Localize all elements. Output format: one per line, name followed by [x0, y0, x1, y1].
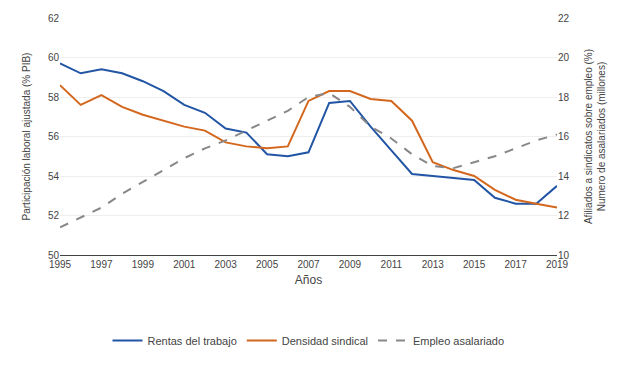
svg-text:2013: 2013: [422, 259, 445, 270]
svg-text:Afiliados a sindicatos sobre e: Afiliados a sindicatos sobre empleo (%)N…: [583, 49, 607, 224]
svg-text:18: 18: [558, 92, 570, 103]
svg-text:12: 12: [558, 210, 570, 221]
svg-text:52: 52: [48, 210, 60, 221]
svg-text:1995: 1995: [49, 259, 72, 270]
svg-text:1999: 1999: [132, 259, 155, 270]
svg-text:54: 54: [48, 171, 60, 182]
svg-text:62: 62: [48, 13, 60, 24]
svg-text:60: 60: [48, 52, 60, 63]
svg-text:56: 56: [48, 131, 60, 142]
svg-text:Rentas del trabajo: Rentas del trabajo: [148, 335, 237, 347]
svg-text:Años: Años: [295, 273, 322, 287]
svg-text:Participación laboral ajustada: Participación laboral ajustada (% PIB): [21, 53, 32, 221]
svg-text:2015: 2015: [463, 259, 486, 270]
svg-text:2009: 2009: [339, 259, 362, 270]
svg-text:2005: 2005: [256, 259, 279, 270]
svg-text:Densidad sindical: Densidad sindical: [282, 335, 368, 347]
svg-text:Empleo asalariado: Empleo asalariado: [413, 335, 504, 347]
svg-text:14: 14: [558, 171, 570, 182]
svg-text:22: 22: [558, 13, 570, 24]
svg-text:2017: 2017: [504, 259, 527, 270]
svg-text:2003: 2003: [215, 259, 238, 270]
svg-text:10: 10: [558, 250, 570, 261]
svg-text:20: 20: [558, 52, 570, 63]
svg-text:2019: 2019: [546, 259, 569, 270]
svg-text:2007: 2007: [297, 259, 320, 270]
svg-text:50: 50: [48, 250, 60, 261]
svg-text:1997: 1997: [90, 259, 113, 270]
svg-text:58: 58: [48, 92, 60, 103]
svg-text:2001: 2001: [173, 259, 196, 270]
svg-text:16: 16: [558, 131, 570, 142]
svg-text:2011: 2011: [381, 259, 403, 270]
